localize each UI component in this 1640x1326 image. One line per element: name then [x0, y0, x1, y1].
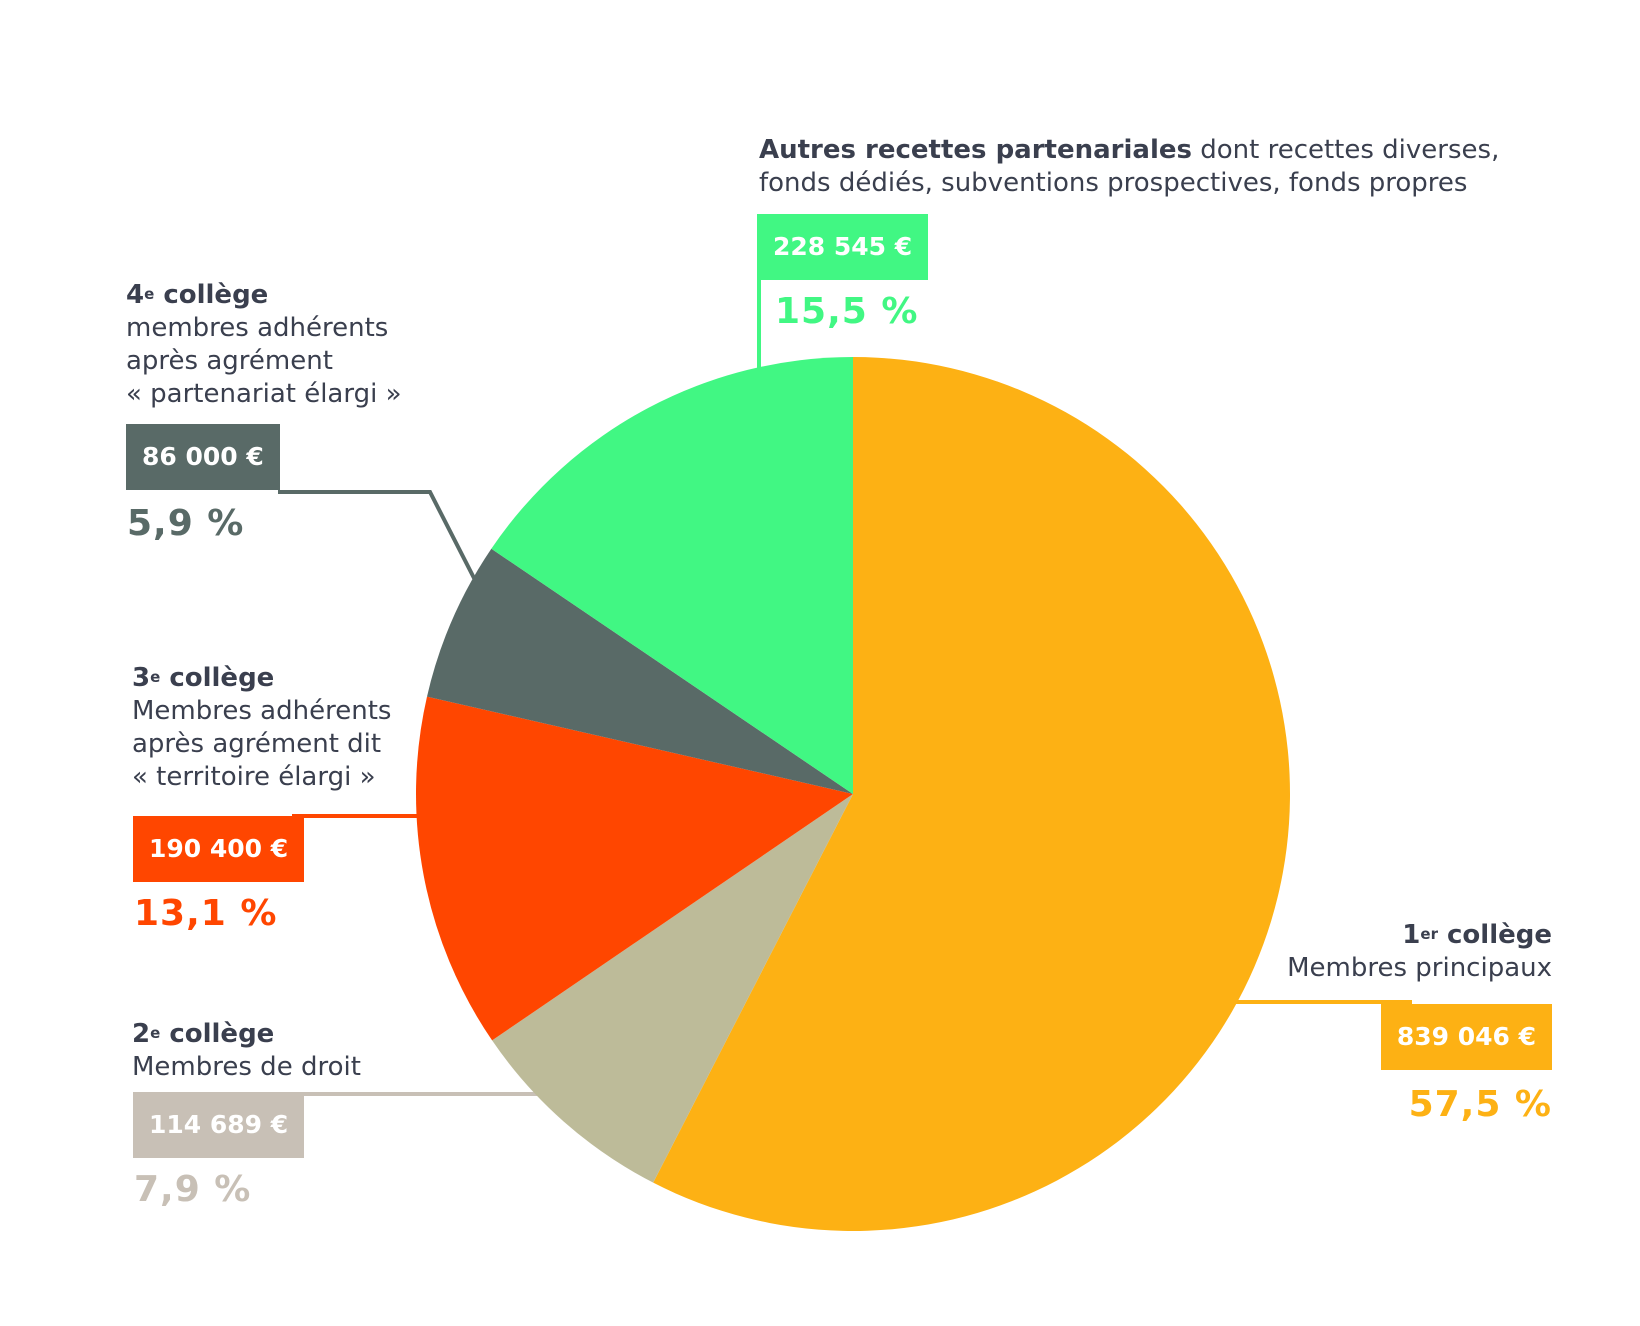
label-college2-num: 2 [132, 1019, 151, 1049]
label-autres: Autres recettes partenariales dont recet… [759, 134, 1499, 200]
percent-college3: 13,1 % [134, 893, 278, 934]
pie-slice-college1 [653, 357, 1291, 1231]
pie-slice-college3 [416, 696, 853, 1041]
label-college4: 4e collège membres adhérents après agrém… [126, 279, 402, 411]
pie-slice-college4 [427, 548, 853, 794]
label-college3-desc-3: « territoire élargi » [132, 762, 376, 792]
label-college3-num: 3 [132, 663, 151, 693]
percent-college4: 5,9 % [127, 503, 245, 544]
amount-box-autres: 228 545 € [757, 214, 929, 280]
label-college1-sup: er [1420, 925, 1438, 943]
label-college2-sup: e [150, 1024, 161, 1042]
label-college2-word: collège [160, 1019, 275, 1049]
label-college2-desc-1: Membres de droit [132, 1052, 361, 1082]
label-college4-desc-3: « partenariat élargi » [126, 379, 402, 409]
percent-college2: 7,9 % [134, 1169, 252, 1210]
label-college2: 2e collège Membres de droit [132, 1018, 361, 1084]
label-college1-num: 1 [1402, 920, 1421, 950]
label-autres-desc: fonds dédiés, subventions prospectives, … [759, 168, 1468, 198]
label-college1-desc-1: Membres principaux [1287, 953, 1552, 983]
label-college4-sup: e [144, 285, 155, 303]
amount-box-college2: 114 689 € [133, 1092, 305, 1158]
label-college4-desc-2: après agrément [126, 346, 333, 376]
label-college3: 3e collège Membres adhérents après agrém… [132, 662, 391, 794]
label-autres-title: Autres recettes partenariales [759, 135, 1192, 165]
label-college3-word: collège [160, 663, 275, 693]
amount-box-college1: 839 046 € [1380, 1004, 1552, 1070]
label-college3-desc-2: après agrément dit [132, 729, 382, 759]
label-college4-word: collège [154, 280, 269, 310]
label-college3-sup: e [150, 668, 161, 686]
amount-box-college4: 86 000 € [126, 424, 280, 490]
pie-slice-college2 [492, 794, 853, 1183]
pie-slice-autres [491, 357, 853, 794]
percent-college1: 57,5 % [1408, 1084, 1552, 1125]
label-autres-title-rest: dont recettes diverses, [1191, 135, 1500, 165]
label-college4-num: 4 [126, 280, 145, 310]
percent-autres: 15,5 % [775, 291, 919, 332]
label-college3-desc-1: Membres adhérents [132, 696, 392, 726]
label-college4-desc-1: membres adhérents [126, 313, 389, 343]
label-college1-word: collège [1437, 920, 1552, 950]
leader-line-college4 [278, 490, 477, 581]
amount-box-college3: 190 400 € [133, 816, 305, 882]
label-college1: 1er collège Membres principaux [1287, 919, 1552, 985]
